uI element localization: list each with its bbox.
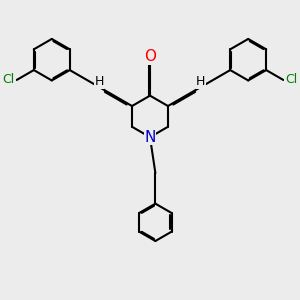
Text: O: O <box>144 49 156 64</box>
Text: H: H <box>94 75 104 88</box>
Text: Cl: Cl <box>3 74 15 86</box>
Text: Cl: Cl <box>285 74 297 86</box>
Text: N: N <box>144 130 156 145</box>
Text: H: H <box>196 75 206 88</box>
